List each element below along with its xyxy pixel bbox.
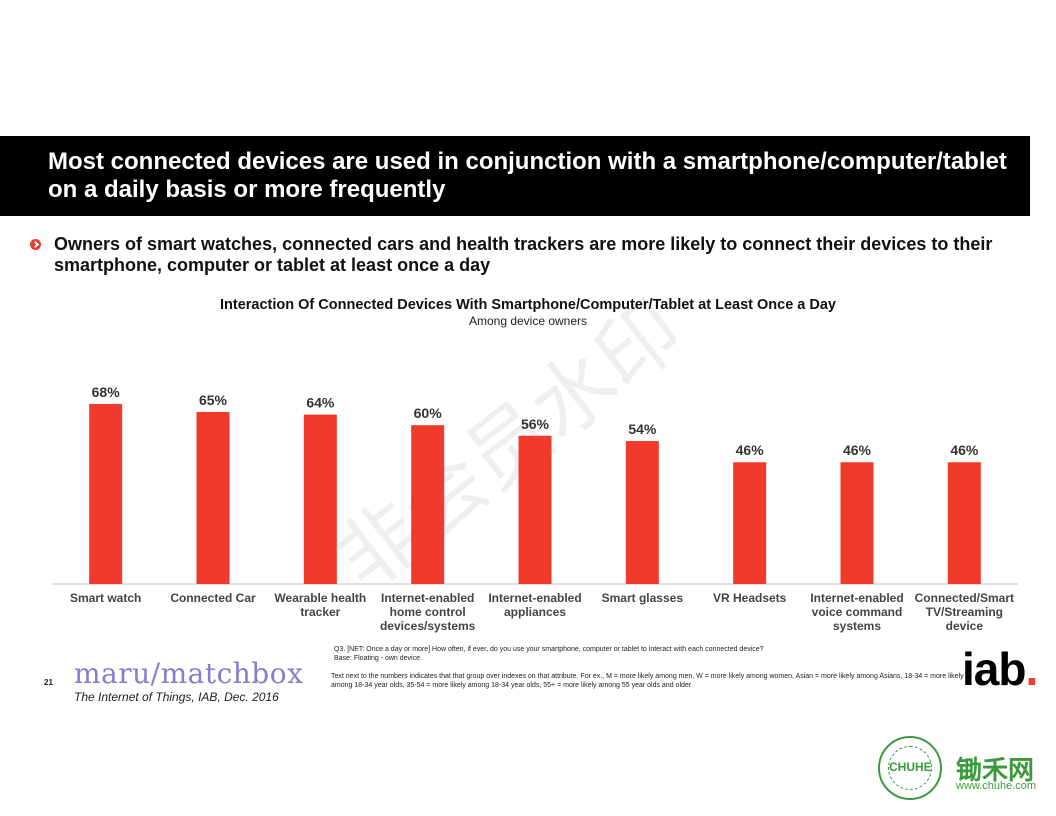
category-label: Connected/Smart TV/Streaming device — [915, 591, 1014, 633]
bar — [518, 435, 552, 584]
iab-logo-dot: . — [1025, 643, 1038, 695]
bar — [625, 441, 659, 584]
chuhe-stamp-icon: CHUHE — [878, 736, 942, 800]
category-label: Smart glasses — [602, 591, 684, 605]
bar — [196, 411, 230, 584]
page-number: 21 — [44, 678, 53, 687]
slide-title: Most connected devices are used in conju… — [48, 148, 1007, 203]
data-label: 60% — [414, 405, 443, 421]
data-label: 46% — [950, 442, 979, 458]
category-label: Wearable health tracker — [274, 591, 366, 619]
chart-subtitle: Among device owners — [468, 314, 588, 328]
footnote-question-text: Q3. [NET: Once a day or more] How often,… — [334, 646, 764, 653]
iab-logo: iab. — [962, 642, 1038, 696]
bar — [411, 425, 445, 584]
stamp-text: CHUHE — [888, 746, 932, 790]
category-label: Connected Car — [170, 591, 256, 605]
data-label: 65% — [199, 392, 228, 408]
chart-title: Interaction Of Connected Devices With Sm… — [220, 297, 836, 313]
bar — [947, 462, 981, 584]
data-label: 56% — [521, 416, 550, 432]
category-label: Smart watch — [70, 591, 141, 605]
brand-name: 锄禾网 — [956, 756, 1035, 786]
data-label: 68% — [92, 384, 121, 400]
category-label: Internet-enabled appliances — [488, 591, 581, 619]
data-label: 54% — [628, 421, 657, 437]
footnote-question: Q3. [NET: Once a day or more] How often,… — [334, 645, 834, 663]
bullet-arrow-icon — [30, 239, 41, 250]
bar — [733, 462, 767, 584]
data-label: 46% — [843, 442, 872, 458]
title-band: Most connected devices are used in conju… — [0, 136, 1030, 216]
category-label: Internet-enabled voice command systems — [810, 591, 903, 633]
footnote-note: Text next to the numbers indicates that … — [331, 673, 964, 689]
category-label: Internet-enabled home control devices/syst… — [380, 591, 476, 633]
data-label: 64% — [306, 395, 335, 411]
category-label: VR Headsets — [713, 591, 787, 605]
maru-matchbox-logo: maru/matchbox — [74, 657, 304, 690]
footnote-base-text: Base: Floating - own device. — [334, 655, 422, 662]
bar — [89, 404, 123, 584]
bar — [303, 414, 337, 584]
source-citation: The Internet of Things, IAB, Dec. 2016 — [74, 690, 279, 704]
bullet-text: Owners of smart watches, connected cars … — [54, 234, 993, 275]
brand-url: www.chuhe.com — [956, 780, 1037, 792]
data-label: 46% — [736, 442, 765, 458]
bar — [840, 462, 874, 584]
iab-logo-text: iab — [962, 643, 1026, 695]
